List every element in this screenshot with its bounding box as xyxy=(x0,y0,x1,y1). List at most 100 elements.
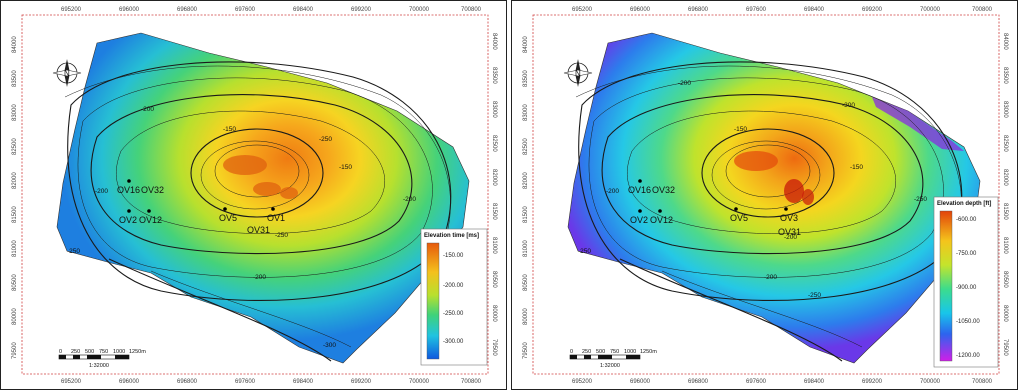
x-tick-label: 695200 xyxy=(572,379,593,385)
contour-labels: -150 -200 -200 -250 -250 -300 -150 -200 … xyxy=(578,80,927,299)
y-axis-left: 84000 83500 83000 82500 82000 81500 8100… xyxy=(12,36,18,359)
x-tick-label: 700800 xyxy=(972,379,993,385)
contour-label: -150 xyxy=(339,164,352,171)
y-tick-label: 82000 xyxy=(523,172,529,189)
contour-label: -300 xyxy=(323,342,336,349)
contour-label: -250 xyxy=(319,136,332,143)
y-tick-label: 82500 xyxy=(1002,135,1008,152)
y-axis-right: 84000 83500 83000 82500 82000 81500 8100… xyxy=(1002,33,1008,356)
scale-tick: 1000 xyxy=(624,349,636,355)
contour-label: -200 xyxy=(784,234,797,241)
well-label: OV32 xyxy=(141,185,164,195)
x-tick-label: 700000 xyxy=(920,7,941,13)
y-tick-label: 81500 xyxy=(491,203,497,220)
well-marker[interactable] xyxy=(223,207,227,211)
x-tick-label: 698400 xyxy=(293,7,314,13)
well-label: OV12 xyxy=(650,215,673,225)
well-marker[interactable] xyxy=(271,207,275,211)
well-marker[interactable] xyxy=(127,209,131,213)
well-marker[interactable] xyxy=(127,179,131,183)
contour-label: -250 xyxy=(275,232,288,239)
deep-zone xyxy=(872,97,964,151)
contour-label: -200 xyxy=(678,80,691,87)
y-tick-label: 80000 xyxy=(1002,305,1008,322)
high-zones xyxy=(734,151,814,205)
y-tick-label: 82500 xyxy=(12,138,18,155)
scale-tick: 1000 xyxy=(113,349,125,355)
y-tick-label: 82000 xyxy=(1002,169,1008,186)
y-tick-label: 79500 xyxy=(1002,339,1008,356)
contour-label: -200 xyxy=(95,188,108,195)
scale-tick: 250 xyxy=(582,349,591,355)
scale-ratio: 1:32000 xyxy=(89,363,109,369)
scale-bar: 0 250 500 750 1000 1250m 1:32000 xyxy=(58,349,146,369)
map-svg-time: -150 -200 -200 -200 -250 -250 -150 -200 … xyxy=(12,7,497,385)
x-axis-bottom: 695200 696000 696800 697600 698400 69920… xyxy=(572,379,993,385)
x-tick-label: 699200 xyxy=(862,7,883,13)
y-tick-label: 81500 xyxy=(12,206,18,223)
scale-tick: 750 xyxy=(610,349,619,355)
well-marker[interactable] xyxy=(147,209,151,213)
x-axis-top: 695200 696000 696800 697600 698400 69920… xyxy=(61,7,482,13)
y-tick-label: 80500 xyxy=(523,274,529,291)
y-tick-label: 81000 xyxy=(523,240,529,257)
map-panel-elevation-depth: -150 -200 -200 -250 -250 -300 -150 -200 … xyxy=(511,0,1018,390)
contour-label: -150 xyxy=(734,126,747,133)
y-tick-label: 83000 xyxy=(12,104,18,121)
x-tick-label: 698400 xyxy=(293,379,314,385)
x-tick-label: 697600 xyxy=(235,7,256,13)
y-tick-label: 81000 xyxy=(1002,237,1008,254)
y-tick-label: 81000 xyxy=(12,240,18,257)
legend-tick: -1200.00 xyxy=(956,353,980,359)
x-tick-label: 698400 xyxy=(804,7,825,13)
x-tick-label: 696800 xyxy=(177,7,198,13)
x-tick-label: 699200 xyxy=(351,379,372,385)
y-tick-label: 83500 xyxy=(12,70,18,87)
legend-tick: -900.00 xyxy=(956,285,977,291)
wells: OV16 OV32 OV2 OV12 OV5 OV3 OV31 xyxy=(628,179,801,237)
y-tick-label: 84000 xyxy=(523,36,529,53)
x-tick-label: 697600 xyxy=(746,7,767,13)
scale-tick: 750 xyxy=(99,349,108,355)
wells: OV16 OV32 OV2 OV12 OV5 OV1 OV31 xyxy=(117,179,285,235)
scale-ratio: 1:32000 xyxy=(600,363,620,369)
well-marker[interactable] xyxy=(658,209,662,213)
scale-tick: 1250m xyxy=(129,349,146,355)
x-tick-label: 697600 xyxy=(235,379,256,385)
well-label: OV5 xyxy=(730,213,748,223)
contour-lines xyxy=(575,61,963,362)
y-tick-label: 80000 xyxy=(523,308,529,325)
well-label: OV5 xyxy=(219,213,237,223)
well-label: OV3 xyxy=(780,213,798,223)
y-tick-label: 81500 xyxy=(523,206,529,223)
contour-label: -200 xyxy=(764,274,777,281)
well-marker[interactable] xyxy=(784,207,788,211)
x-tick-label: 696000 xyxy=(119,379,140,385)
well-label: OV32 xyxy=(652,185,675,195)
x-tick-label: 700000 xyxy=(409,379,430,385)
x-tick-label: 695200 xyxy=(61,7,82,13)
contour-label: -200 xyxy=(253,274,266,281)
legend: Elevation time [ms] -150.00 -200.00 -250… xyxy=(420,228,488,366)
legend-tick: -150.00 xyxy=(443,253,464,259)
well-marker[interactable] xyxy=(638,209,642,213)
y-tick-label: 80000 xyxy=(12,308,18,325)
legend-tick: -1050.00 xyxy=(956,319,980,325)
contour-label: -250 xyxy=(578,248,591,255)
contour-label: -150 xyxy=(223,126,236,133)
contour-label: -250 xyxy=(67,248,80,255)
y-tick-label: 84000 xyxy=(12,36,18,53)
y-tick-label: 83000 xyxy=(1002,101,1008,118)
contour-label: -200 xyxy=(141,106,154,113)
scale-tick: 0 xyxy=(59,349,62,355)
scale-tick: 500 xyxy=(596,349,605,355)
map-svg-depth: -150 -200 -200 -250 -250 -300 -150 -200 … xyxy=(523,7,1008,385)
svg-text:N: N xyxy=(64,69,70,78)
y-tick-label: 80500 xyxy=(491,271,497,288)
y-tick-label: 83000 xyxy=(523,104,529,121)
well-marker[interactable] xyxy=(734,207,738,211)
well-marker[interactable] xyxy=(638,179,642,183)
x-tick-label: 696800 xyxy=(688,7,709,13)
well-label: OV16 xyxy=(117,185,140,195)
north-arrow-icon: N xyxy=(563,59,593,87)
